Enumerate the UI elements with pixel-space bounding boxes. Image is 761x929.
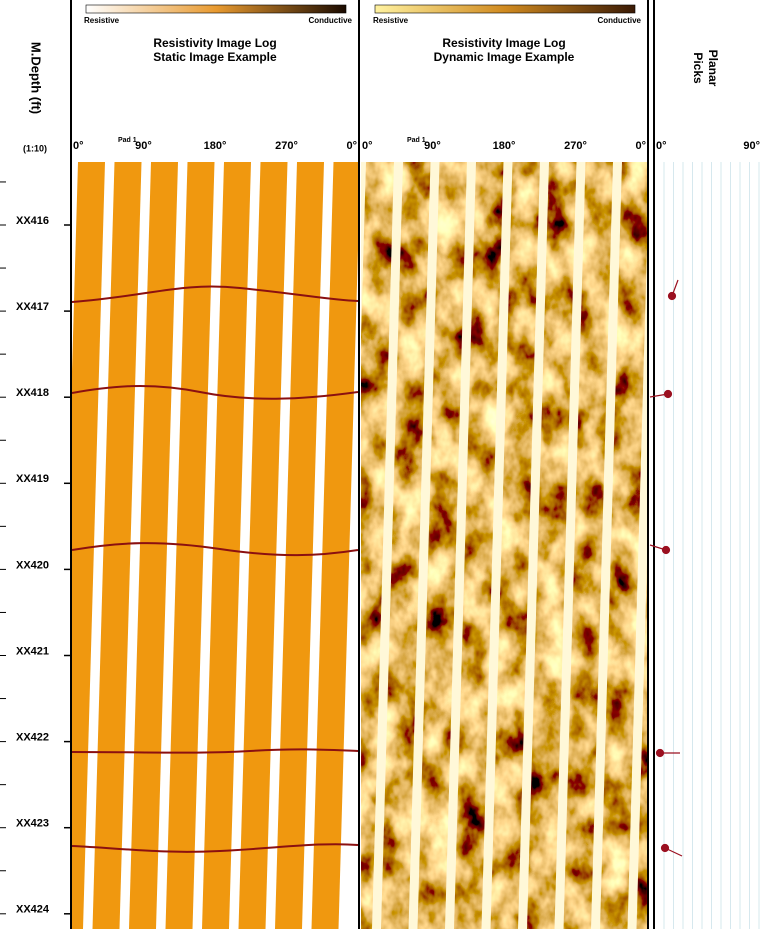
track-subtitle: Static Image Example xyxy=(153,50,277,64)
pad-strip xyxy=(275,162,324,929)
azimuth-label: 0° xyxy=(73,140,84,152)
pad-gap xyxy=(445,162,476,929)
pad-label: Pad 1 xyxy=(118,137,137,144)
pad-gap xyxy=(591,162,622,929)
scale-left: Resistive xyxy=(373,16,409,25)
azimuth-label: 0° xyxy=(362,140,373,152)
pad-gap xyxy=(554,162,586,929)
pad-gap xyxy=(518,162,549,929)
color-scale xyxy=(374,4,636,14)
depth-label: XX424 xyxy=(16,904,50,916)
pad-gap xyxy=(361,162,366,929)
sinusoids xyxy=(72,285,358,853)
frame xyxy=(70,0,655,929)
pad-gap xyxy=(627,249,647,929)
pad-strip xyxy=(311,162,358,929)
azimuth-label: 180° xyxy=(204,140,227,152)
pad-strip xyxy=(202,162,251,929)
scale-left: Resistive xyxy=(84,16,120,25)
azimuth-label: 0° xyxy=(635,140,646,152)
pad-strip xyxy=(129,162,178,929)
azimuth-label: 180° xyxy=(493,140,516,152)
pad-gap xyxy=(408,162,440,929)
azimuth-label: 90° xyxy=(424,140,441,152)
depth-label: XX420 xyxy=(16,559,49,571)
azimuth-label: 90° xyxy=(135,140,152,152)
color-scale xyxy=(85,4,347,14)
pad-gap xyxy=(372,162,403,929)
azimuth-label: 270° xyxy=(275,140,298,152)
depth-title: M.Depth (ft) xyxy=(29,42,44,114)
track-title: Resistivity Image Log xyxy=(153,36,276,50)
pad-strip xyxy=(72,162,105,929)
tadpoles xyxy=(649,279,683,857)
pad-strip xyxy=(92,162,142,929)
track-subtitle: Dynamic Image Example xyxy=(434,50,575,64)
planar-grid xyxy=(663,162,760,929)
depth-header: M.Depth (ft) (1:10) xyxy=(23,42,47,153)
track-title: Resistivity Image Log xyxy=(442,36,565,50)
azimuth-label: 0° xyxy=(346,140,357,152)
depth-label: XX422 xyxy=(16,732,49,744)
depth-label: XX423 xyxy=(16,818,49,830)
depth-label: XX416 xyxy=(16,215,49,227)
depth-axis: XX416 XX417 XX418 XX419 XX420 XX421 XX422 XX423… xyxy=(0,181,71,916)
planar-subtitle: Picks xyxy=(691,52,705,84)
pad-label: Pad 1 xyxy=(407,137,426,144)
depth-label: XX418 xyxy=(16,387,49,399)
azimuth-label: 0° xyxy=(656,140,667,152)
depth-scale: (1:10) xyxy=(23,143,47,153)
planar-header: Planar Picks 0° 90° xyxy=(656,50,760,152)
planar-title: Planar xyxy=(706,50,720,87)
static-image xyxy=(72,162,358,929)
azimuth-label: 270° xyxy=(564,140,587,152)
dynamic-image xyxy=(361,162,647,929)
scale-right: Conductive xyxy=(597,16,641,25)
depth-label: XX419 xyxy=(16,473,49,485)
depth-label: XX417 xyxy=(16,301,49,313)
depth-label: XX421 xyxy=(16,645,49,657)
azimuth-label: 90° xyxy=(743,140,760,152)
pad-gap xyxy=(481,162,513,929)
scale-right: Conductive xyxy=(308,16,352,25)
pad-strip xyxy=(238,162,288,929)
